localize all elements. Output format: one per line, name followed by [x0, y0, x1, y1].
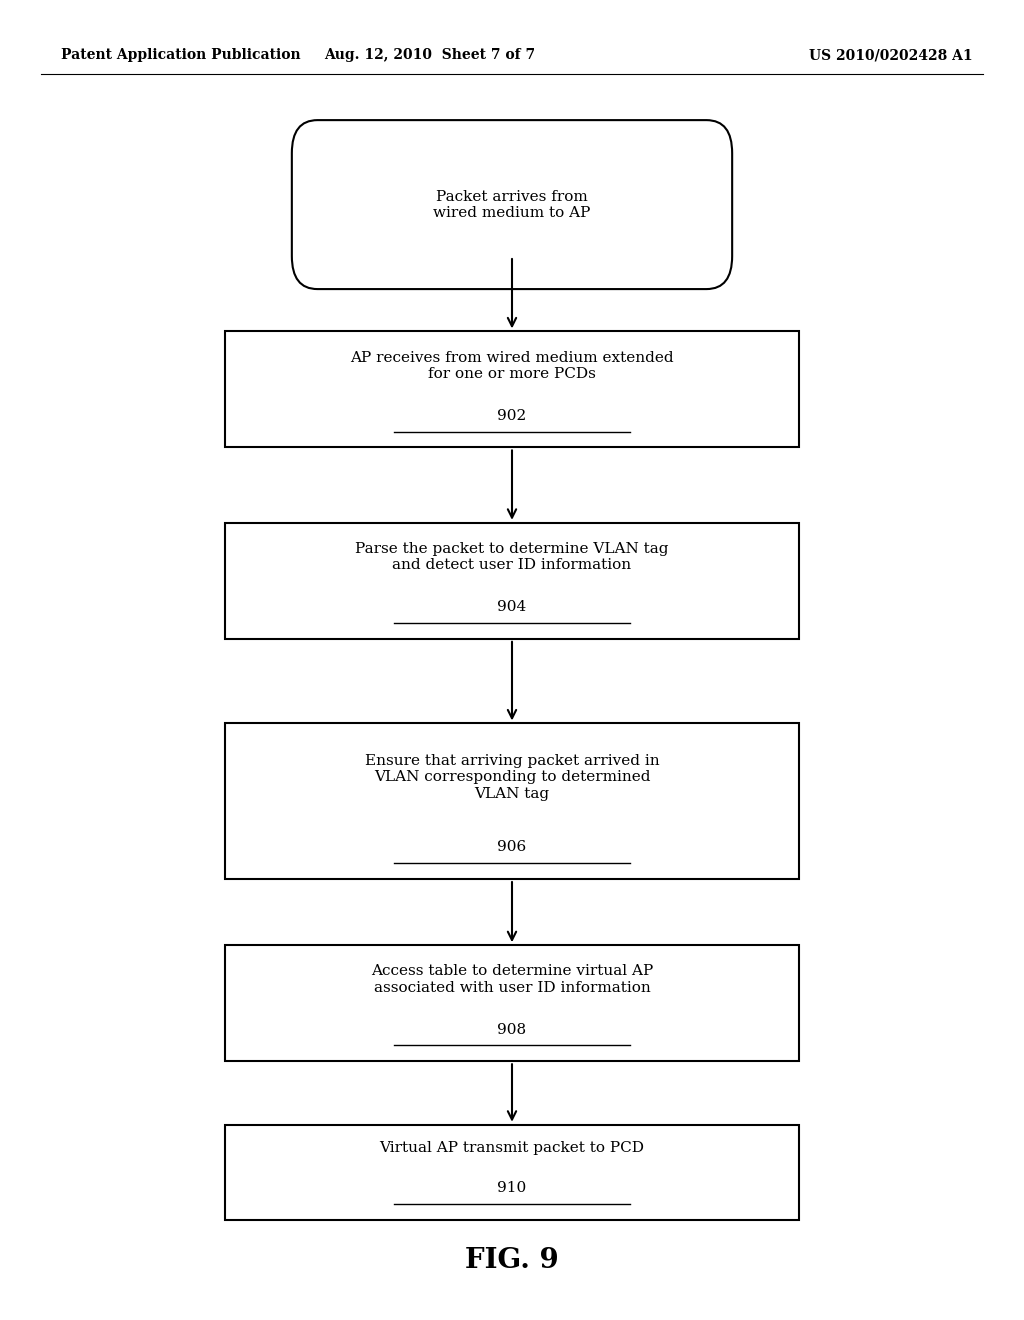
Text: 904: 904: [498, 601, 526, 614]
Text: Parse the packet to determine VLAN tag
and detect user ID information: Parse the packet to determine VLAN tag a…: [355, 543, 669, 572]
Text: Access table to determine virtual AP
associated with user ID information: Access table to determine virtual AP ass…: [371, 965, 653, 994]
Text: 910: 910: [498, 1181, 526, 1195]
FancyBboxPatch shape: [225, 523, 799, 639]
Text: Ensure that arriving packet arrived in
VLAN corresponding to determined
VLAN tag: Ensure that arriving packet arrived in V…: [365, 754, 659, 801]
Text: Virtual AP transmit packet to PCD: Virtual AP transmit packet to PCD: [380, 1142, 644, 1155]
Text: AP receives from wired medium extended
for one or more PCDs: AP receives from wired medium extended f…: [350, 351, 674, 380]
Text: 906: 906: [498, 841, 526, 854]
FancyBboxPatch shape: [225, 723, 799, 879]
Text: 902: 902: [498, 409, 526, 422]
FancyBboxPatch shape: [292, 120, 732, 289]
Text: Aug. 12, 2010  Sheet 7 of 7: Aug. 12, 2010 Sheet 7 of 7: [325, 49, 536, 62]
Text: Patent Application Publication: Patent Application Publication: [61, 49, 301, 62]
Text: US 2010/0202428 A1: US 2010/0202428 A1: [809, 49, 973, 62]
FancyBboxPatch shape: [225, 945, 799, 1061]
FancyBboxPatch shape: [225, 331, 799, 447]
Text: 908: 908: [498, 1023, 526, 1036]
Text: Packet arrives from
wired medium to AP: Packet arrives from wired medium to AP: [433, 190, 591, 219]
FancyBboxPatch shape: [225, 1125, 799, 1220]
Text: FIG. 9: FIG. 9: [465, 1247, 559, 1274]
